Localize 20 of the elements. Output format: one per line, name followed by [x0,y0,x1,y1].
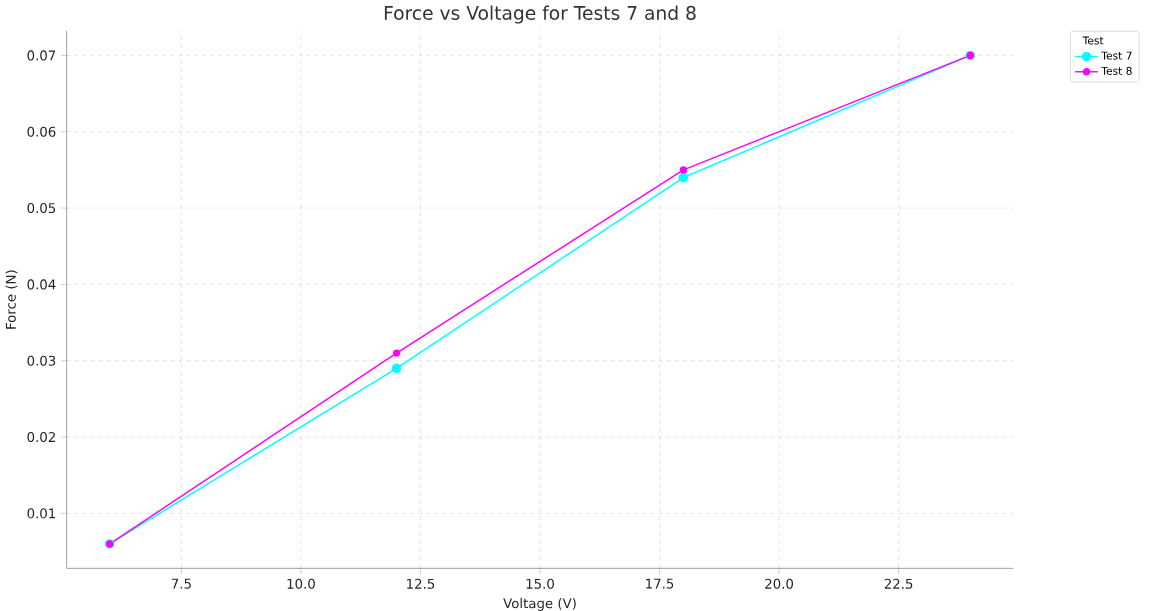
x-tick-label: 10.0 [287,578,315,589]
x-tick-label: 20.0 [765,578,794,589]
x-tick-label: 12.5 [407,578,435,589]
y-tick-label: 0.06 [27,126,56,137]
legend-label: Test 7 [1101,51,1132,60]
x-tick-label: 17.5 [646,578,674,589]
legend-label: Test 8 [1101,66,1132,75]
y-tick-label: 0.07 [27,50,56,61]
y-tick-label: 0.01 [27,508,56,519]
legend-title: Test [1082,36,1104,45]
y-tick-label: 0.02 [27,431,55,443]
y-tick-label: 0.04 [27,279,56,290]
chart-title: Force vs Voltage for Tests 7 and 8 [384,5,696,24]
x-tick-label: 22.5 [884,578,913,589]
y-tick-label: 0.03 [27,355,56,366]
x-tick-label: 15.0 [526,578,554,589]
x-axis-title: Voltage (V) [503,597,576,611]
y-axis-title: Force (N) [5,270,18,329]
x-tick-label: 7.5 [171,578,191,589]
y-tick-label: 0.05 [27,203,56,214]
